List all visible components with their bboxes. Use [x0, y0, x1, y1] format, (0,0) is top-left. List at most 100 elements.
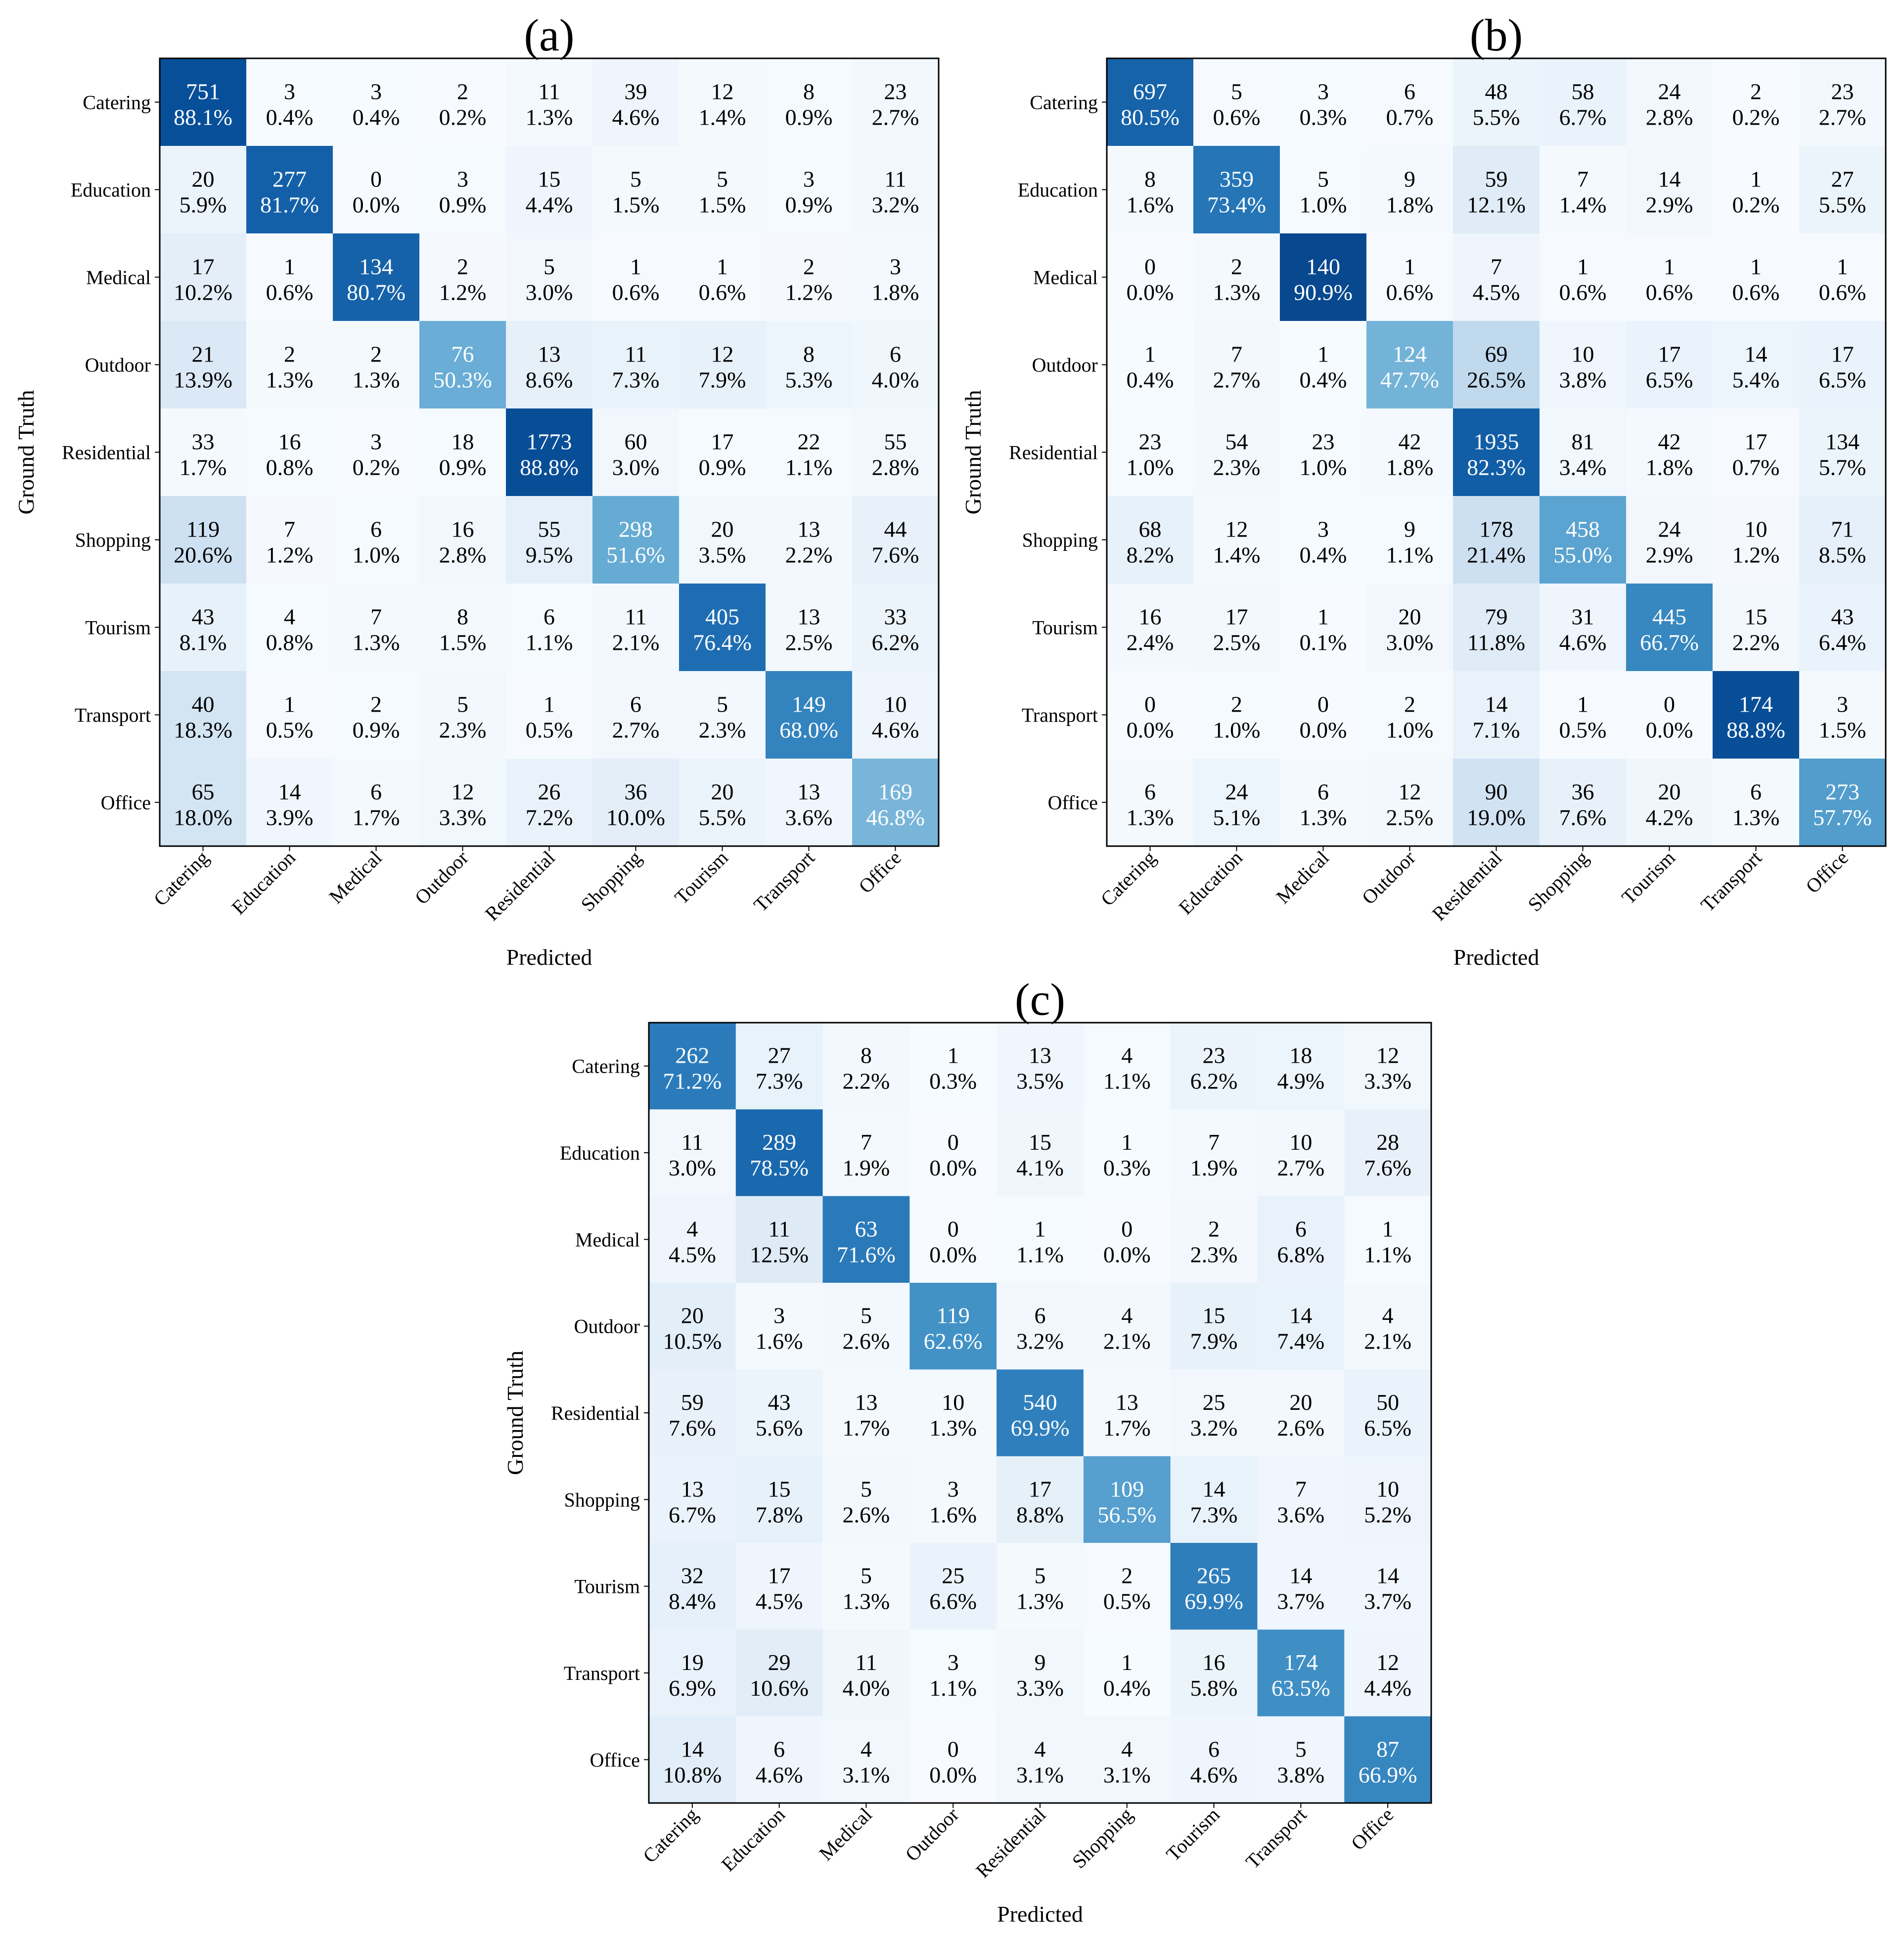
- x-axis-label: Predicted: [997, 1901, 1083, 1927]
- cell-count-label: 16: [1139, 604, 1162, 630]
- cell-count-label: 13: [681, 1476, 704, 1501]
- matrix-cell: [1257, 1196, 1345, 1283]
- matrix-cell: [1193, 496, 1280, 584]
- cell-count-label: 1: [1750, 167, 1762, 192]
- matrix-cell: [1366, 146, 1453, 234]
- matrix-cell: [1083, 1456, 1171, 1543]
- matrix-cell: [1193, 408, 1280, 496]
- x-tick-label: Shopping: [577, 847, 646, 916]
- cell-count-label: 1: [1404, 254, 1415, 279]
- cell-percent-label: 4.1%: [1016, 1155, 1064, 1180]
- matrix-cell: [1366, 321, 1453, 409]
- matrix-cell: [1799, 58, 1886, 146]
- x-tick-label: Outdoor: [901, 1804, 963, 1866]
- cell-percent-label: 2.7%: [872, 105, 919, 130]
- cell-count-label: 1: [1317, 604, 1329, 630]
- cell-count-label: 6: [1144, 779, 1156, 805]
- cell-percent-label: 1.1%: [1364, 1242, 1411, 1267]
- cell-percent-label: 1.8%: [1386, 192, 1434, 218]
- cell-count-label: 4: [1121, 1043, 1133, 1068]
- matrix-cell: [822, 1629, 910, 1717]
- x-tick-label: Transport: [749, 847, 819, 916]
- cell-count-label: 0: [1121, 1216, 1133, 1241]
- cell-count-label: 3: [284, 79, 295, 104]
- cell-count-label: 7: [284, 517, 295, 542]
- matrix-cell: [1626, 408, 1713, 496]
- cell-count-label: 0: [1144, 692, 1156, 717]
- cell-count-label: 16: [278, 429, 301, 454]
- cell-count-label: 4: [1121, 1736, 1133, 1761]
- cell-count-label: 2: [457, 254, 468, 279]
- matrix-cell: [1713, 233, 1800, 321]
- cell-count-label: 18: [1289, 1043, 1312, 1068]
- cell-percent-label: 1.8%: [872, 280, 919, 305]
- cell-count-label: 27: [1831, 167, 1854, 192]
- matrix-cell: [1453, 671, 1540, 759]
- x-tick-label: Tourism: [1617, 847, 1679, 909]
- cell-count-label: 2: [370, 692, 382, 717]
- y-tick-label: Catering: [1030, 91, 1098, 114]
- cell-count-label: 1773: [527, 429, 572, 454]
- panel-title: (b): [1470, 10, 1523, 60]
- cell-count-label: 0: [1664, 692, 1675, 717]
- cell-count-label: 3: [457, 167, 468, 192]
- cell-percent-label: 10.0%: [606, 805, 665, 830]
- cell-percent-label: 1.4%: [699, 105, 746, 130]
- cell-percent-label: 0.3%: [929, 1069, 977, 1094]
- cell-percent-label: 0.6%: [612, 280, 660, 305]
- matrix-cell: [1280, 408, 1367, 496]
- matrix-cell: [1344, 1109, 1432, 1197]
- cell-count-label: 15: [538, 167, 561, 192]
- matrix-cell: [1257, 1369, 1345, 1457]
- cell-count-label: 1: [284, 254, 295, 279]
- cell-count-label: 14: [278, 779, 301, 805]
- cell-percent-label: 2.2%: [843, 1069, 890, 1094]
- cell-count-label: 1: [948, 1043, 959, 1068]
- cell-count-label: 18: [452, 429, 474, 454]
- cell-percent-label: 2.6%: [843, 1502, 890, 1527]
- cell-count-label: 14: [1203, 1476, 1225, 1501]
- matrix-cell: [1170, 1196, 1258, 1283]
- cell-percent-label: 1.3%: [353, 367, 400, 393]
- matrix-cell: [679, 233, 766, 321]
- matrix-cell: [766, 408, 853, 496]
- cell-count-label: 6: [370, 779, 382, 805]
- cell-count-label: 17: [1658, 342, 1681, 367]
- cell-count-label: 17: [1225, 604, 1248, 630]
- cell-percent-label: 0.6%: [1646, 280, 1693, 305]
- y-axis-label: Ground Truth: [502, 1351, 528, 1475]
- cell-percent-label: 19.0%: [1467, 805, 1526, 830]
- matrix-cell: [1107, 671, 1194, 759]
- y-tick-label: Shopping: [1022, 529, 1098, 551]
- cell-count-label: 4: [284, 604, 295, 630]
- cell-count-label: 21: [192, 342, 215, 367]
- cell-count-label: 59: [681, 1390, 704, 1415]
- cell-percent-label: 1.5%: [1819, 718, 1866, 743]
- matrix-cell: [160, 408, 247, 496]
- cell-percent-label: 7.4%: [1277, 1329, 1324, 1354]
- cell-count-label: 7: [1577, 167, 1588, 192]
- cell-count-label: 65: [192, 779, 215, 805]
- cell-count-label: 174: [1284, 1650, 1318, 1675]
- cell-count-label: 10: [1376, 1476, 1399, 1501]
- cell-percent-label: 46.8%: [866, 805, 925, 830]
- matrix-cell: [1626, 58, 1713, 146]
- cell-count-label: 6: [1208, 1736, 1220, 1761]
- cell-percent-label: 7.3%: [756, 1069, 803, 1094]
- cell-percent-label: 26.5%: [1467, 367, 1526, 393]
- matrix-cell: [1799, 584, 1886, 672]
- cell-percent-label: 0.4%: [1300, 367, 1347, 393]
- matrix-cell: [1280, 58, 1367, 146]
- cell-count-label: 6: [1295, 1216, 1307, 1241]
- cell-count-label: 0: [370, 167, 382, 192]
- matrix-cell: [822, 1283, 910, 1370]
- cell-percent-label: 10.5%: [663, 1329, 722, 1354]
- matrix-cell: [909, 1023, 997, 1110]
- cell-percent-label: 69.9%: [1011, 1415, 1070, 1441]
- matrix-cell: [419, 233, 506, 321]
- matrix-cell: [246, 584, 333, 672]
- cell-percent-label: 1.0%: [1213, 718, 1261, 743]
- panel-title: (a): [524, 10, 574, 60]
- cell-percent-label: 7.6%: [872, 542, 919, 568]
- cell-percent-label: 8.5%: [1819, 542, 1866, 568]
